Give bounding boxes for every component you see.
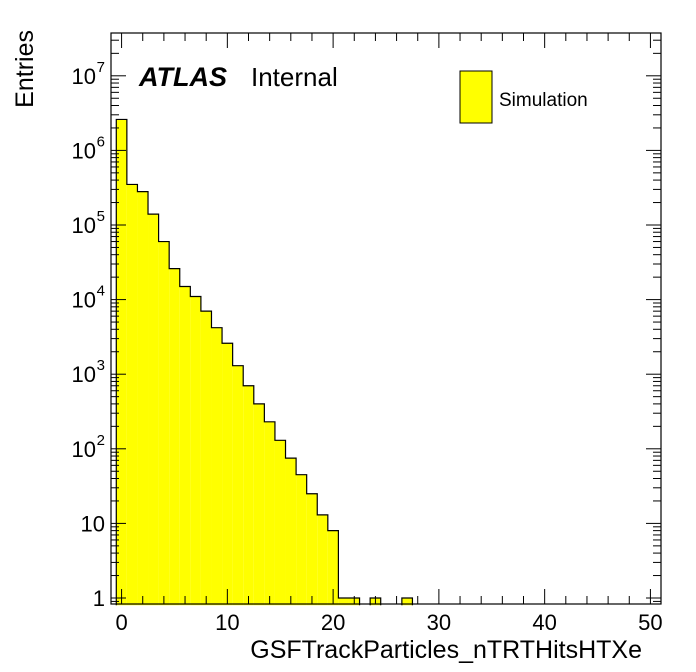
- y-tick-exponent: 2: [97, 432, 105, 449]
- histogram-bar: [179, 286, 191, 606]
- x-axis-title: GSFTrackParticles_nTRTHitsHTXe: [250, 636, 642, 664]
- y-tick-exponent: 5: [97, 208, 105, 225]
- histogram-bar: [274, 440, 286, 606]
- x-tick-label: 40: [532, 610, 556, 635]
- y-tick-label: 10: [72, 288, 96, 313]
- histogram-bar: [200, 311, 212, 606]
- y-tick-label: 1: [93, 586, 105, 611]
- legend: Simulation: [459, 70, 588, 124]
- axis-ticks: [111, 33, 661, 604]
- y-tick-exponent: 7: [97, 59, 105, 76]
- histogram-bar: [222, 343, 233, 606]
- y-tick-label: 10: [72, 64, 96, 89]
- histogram-bar: [137, 191, 149, 606]
- legend-label-simulation: Simulation: [499, 90, 588, 111]
- x-tick-label: 10: [215, 610, 239, 635]
- histogram-bar: [190, 296, 201, 606]
- y-tick-label: 10: [72, 362, 96, 387]
- histogram-bar: [327, 530, 339, 606]
- histogram-bar: [243, 385, 254, 606]
- y-tick-label: 10: [72, 213, 96, 238]
- y-axis-title: Entries: [11, 30, 39, 108]
- x-tick-label: 30: [427, 610, 451, 635]
- histogram-bar: [317, 514, 328, 606]
- x-tick-labels: 0 10 20 30 40 50: [115, 610, 662, 635]
- histogram-bar: [401, 598, 413, 606]
- y-tick-exponent: 3: [97, 357, 105, 374]
- histogram-bar: [158, 241, 170, 606]
- histogram-bar: [116, 119, 127, 606]
- atlas-label: ATLAS: [138, 62, 227, 92]
- y-tick-label: 10: [81, 511, 105, 536]
- x-tick-label: 0: [115, 610, 127, 635]
- histogram-bars: [115, 118, 414, 606]
- internal-label: Internal: [251, 62, 338, 92]
- histogram-bar: [296, 474, 307, 606]
- y-tick-label: 10: [72, 437, 96, 462]
- histogram-bar: [306, 493, 318, 606]
- histogram-bar: [169, 268, 180, 606]
- histogram-bar: [253, 403, 265, 606]
- histogram-bar: [264, 421, 275, 606]
- histogram-bar: [211, 327, 223, 606]
- histogram-bar: [338, 598, 349, 606]
- plot-frame: [110, 32, 662, 605]
- histogram-bar: [126, 184, 138, 606]
- y-tick-label: 10: [72, 138, 96, 163]
- histogram-bar: [285, 458, 297, 606]
- histogram-bar: [148, 214, 159, 606]
- y-tick-exponent: 4: [97, 283, 105, 300]
- legend-swatch-simulation: [459, 70, 493, 124]
- x-tick-label: 50: [638, 610, 662, 635]
- y-tick-exponent: 6: [97, 133, 105, 150]
- x-tick-label: 20: [321, 610, 345, 635]
- histogram-bar: [232, 365, 244, 606]
